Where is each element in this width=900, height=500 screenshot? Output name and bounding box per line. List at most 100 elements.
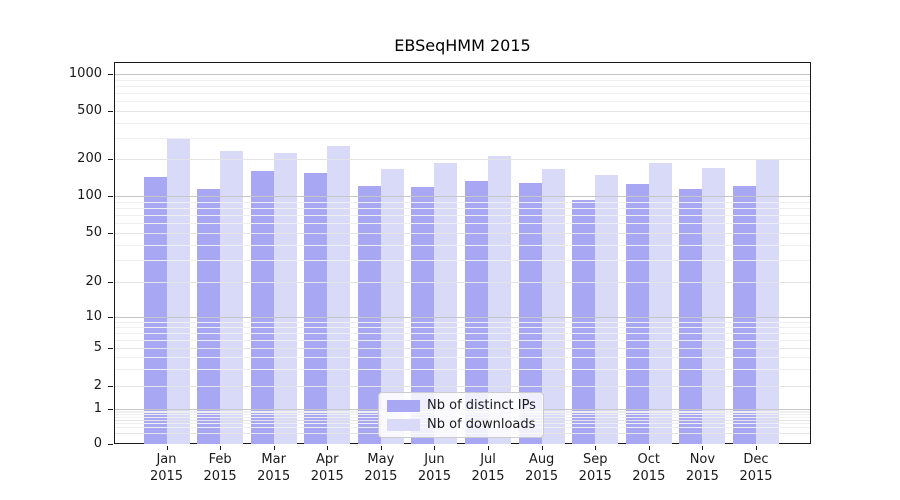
bar-downloads-aug (541, 169, 565, 444)
legend: Nb of distinct IPs Nb of downloads (378, 392, 544, 438)
x-tick-label: Jan 2015 (149, 452, 184, 484)
y-tick (108, 385, 113, 387)
legend-label-downloads: Nb of downloads (427, 417, 536, 432)
gridline (115, 223, 810, 225)
bar-distinct-ips-dec (732, 185, 756, 444)
gridline (115, 233, 810, 234)
y-tick (108, 317, 113, 318)
y-tick-label: 1 (93, 401, 102, 416)
gridline (115, 201, 810, 203)
x-tick-label: Jun 2015 (417, 452, 451, 484)
bar-distinct-ips-jul (465, 180, 489, 444)
x-tick-label: Feb 2015 (203, 452, 237, 484)
y-tick (108, 444, 113, 445)
gridline (115, 333, 810, 335)
gridline (115, 215, 810, 217)
bar-downloads-jul (488, 156, 512, 444)
x-tick-label: Mar 2015 (257, 452, 291, 484)
bar-distinct-ips-feb (197, 189, 221, 444)
bar-distinct-ips-aug (518, 182, 542, 444)
y-tick-label: 1000 (68, 66, 102, 81)
bar-downloads-mar (273, 152, 297, 444)
bar-distinct-ips-apr (304, 172, 328, 444)
x-tick-label: Dec 2015 (739, 452, 773, 484)
gridline (115, 137, 810, 139)
y-tick (108, 74, 113, 75)
y-tick (108, 196, 113, 197)
gridline (115, 159, 810, 161)
gridline (115, 207, 810, 209)
y-tick (108, 348, 113, 350)
x-tick-label: May 2015 (364, 452, 398, 484)
gridline (115, 385, 810, 387)
y-tick-label: 100 (77, 188, 102, 203)
bar-downloads-may (380, 168, 404, 444)
bar-distinct-ips-may (357, 185, 381, 444)
gridline (115, 122, 810, 124)
y-tick (108, 159, 113, 161)
bar-downloads-apr (327, 145, 351, 444)
legend-swatch-distinct-ips (387, 399, 420, 412)
y-tick (108, 233, 113, 234)
bar-downloads-sep (595, 174, 619, 444)
bar-distinct-ips-nov (679, 188, 703, 444)
y-tick-label: 50 (85, 225, 102, 240)
x-tick-label: Apr 2015 (310, 452, 344, 484)
x-tick-label: Nov 2015 (685, 452, 719, 484)
legend-label-distinct-ips: Nb of distinct IPs (427, 398, 536, 413)
x-tick (702, 445, 704, 450)
chart-title: EBSeqHMM 2015 (394, 36, 531, 55)
y-tick (108, 281, 113, 283)
bar-distinct-ips-oct (625, 184, 649, 444)
y-tick (108, 110, 113, 112)
bar-downloads-jan (166, 139, 190, 444)
gridline (115, 348, 810, 350)
y-tick-label: 20 (85, 273, 102, 289)
x-tick (595, 445, 597, 450)
gridline (115, 340, 810, 342)
bar-downloads-dec (755, 159, 779, 444)
y-tick (108, 409, 113, 410)
x-tick (541, 445, 543, 450)
x-tick-label: Sep 2015 (578, 452, 612, 484)
gridline (115, 369, 810, 371)
legend-entry-downloads: Nb of downloads (387, 417, 535, 432)
x-tick (488, 445, 490, 450)
gridline (115, 281, 810, 283)
y-tick-label: 5 (93, 340, 102, 356)
x-tick (273, 445, 275, 450)
y-tick-label: 500 (77, 102, 102, 118)
gridline (115, 92, 810, 94)
gridline (115, 321, 810, 323)
x-tick (220, 445, 222, 450)
bar-downloads-nov (702, 167, 726, 444)
legend-entry-distinct-ips: Nb of distinct IPs (387, 398, 536, 413)
x-tick-label: Oct 2015 (632, 452, 666, 484)
bar-distinct-ips-mar (250, 170, 274, 444)
gridline (115, 110, 810, 112)
gridline (115, 327, 810, 329)
x-tick (755, 445, 757, 450)
y-tick-label: 10 (85, 309, 102, 324)
x-tick (648, 445, 650, 450)
gridline (115, 85, 810, 87)
x-tick-label: Jul 2015 (471, 452, 505, 484)
gridline (115, 79, 810, 81)
x-tick (327, 445, 329, 450)
gridline (115, 101, 810, 103)
y-tick-label: 0 (93, 436, 102, 451)
y-tick-label: 2 (93, 377, 102, 393)
x-tick (434, 445, 436, 450)
x-tick (380, 445, 382, 450)
gridline (115, 317, 810, 318)
gridline (115, 244, 810, 246)
bar-downloads-feb (220, 150, 244, 444)
gridline (115, 260, 810, 262)
gridline (115, 357, 810, 359)
x-tick-label: Aug 2015 (525, 452, 559, 484)
y-tick-label: 200 (77, 151, 102, 167)
bar-distinct-ips-jan (143, 177, 167, 444)
bar-downloads-oct (648, 162, 672, 444)
bar-distinct-ips-jun (411, 186, 435, 444)
